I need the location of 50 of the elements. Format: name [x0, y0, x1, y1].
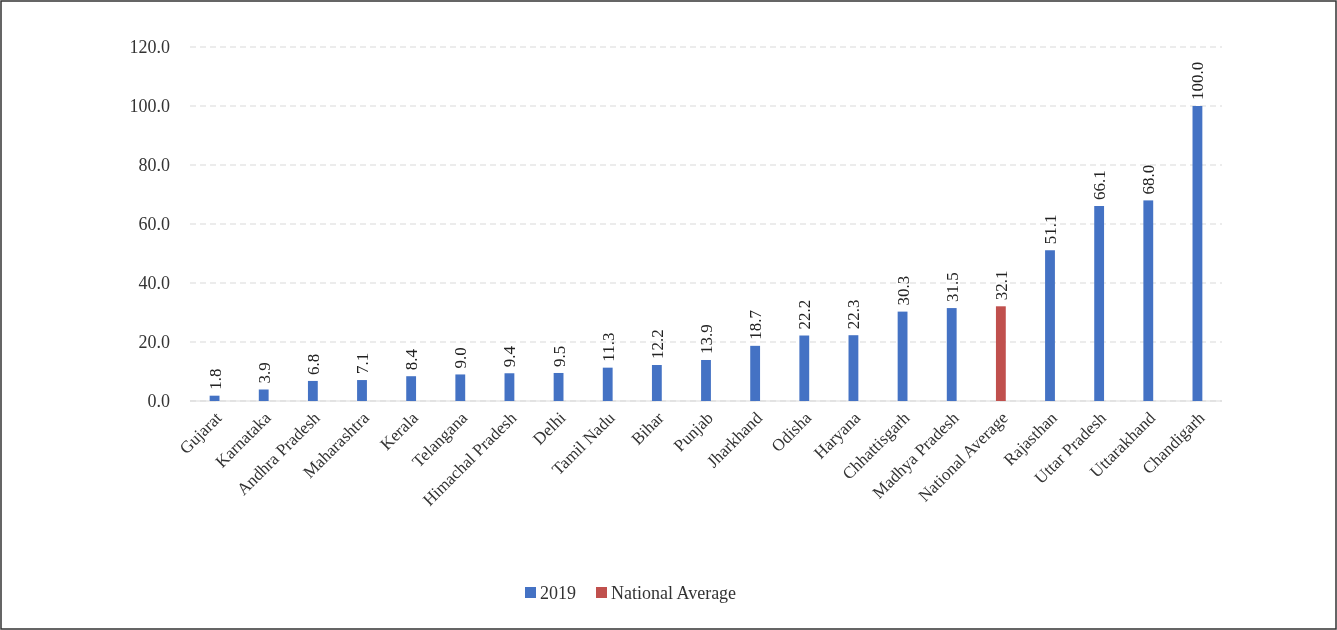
data-label: 6.8: [303, 353, 323, 375]
bar: [1045, 250, 1055, 401]
data-label: 9.5: [549, 345, 569, 367]
data-label: 3.9: [254, 362, 274, 384]
y-tick-label: 40.0: [138, 273, 170, 294]
data-label: 8.4: [402, 348, 422, 371]
legend-label: 2019: [540, 583, 576, 604]
data-label: 11.3: [598, 332, 618, 362]
bar: [258, 389, 269, 401]
bar: [1094, 206, 1105, 401]
data-label: 51.1: [1041, 214, 1060, 245]
y-tick-label: 60.0: [138, 214, 170, 235]
bar: [406, 376, 417, 401]
y-tick-label: 20.0: [138, 332, 170, 353]
legend-label: National Average: [611, 583, 737, 604]
bar: [307, 380, 318, 401]
data-label: 12.2: [647, 329, 667, 360]
data-label: 30.3: [893, 275, 913, 306]
bar: [602, 367, 613, 401]
bar: [504, 373, 515, 401]
bar: [946, 308, 957, 401]
data-label: 13.9: [697, 324, 716, 354]
data-label: 9.0: [451, 347, 471, 369]
bar: [897, 311, 908, 401]
y-tick-label: 80.0: [138, 155, 170, 176]
data-label: 68.0: [1139, 164, 1159, 195]
data-label: 18.7: [746, 309, 766, 340]
bar: [750, 345, 761, 401]
y-tick-label: 120.0: [129, 37, 170, 58]
data-label: 22.2: [795, 299, 815, 330]
bar: [357, 380, 367, 401]
bar: [455, 374, 466, 401]
data-label: 31.5: [942, 272, 962, 303]
data-label: 9.4: [500, 345, 520, 368]
bar: [553, 372, 564, 401]
bar: [701, 360, 711, 401]
bar: [848, 335, 859, 401]
bar: [1143, 200, 1154, 401]
data-label: 22.3: [844, 299, 864, 330]
bar: [995, 306, 1006, 401]
bar: [799, 335, 810, 401]
bar: [1192, 106, 1203, 401]
data-label: 32.1: [991, 270, 1011, 301]
data-label: 66.1: [1090, 170, 1110, 201]
data-label: 100.0: [1188, 61, 1208, 100]
y-tick-label: 100.0: [129, 96, 170, 117]
y-tick-label: 0.0: [147, 391, 170, 412]
data-label: 7.1: [353, 352, 372, 375]
data-label: 1.8: [205, 368, 225, 390]
bar: [651, 365, 662, 401]
